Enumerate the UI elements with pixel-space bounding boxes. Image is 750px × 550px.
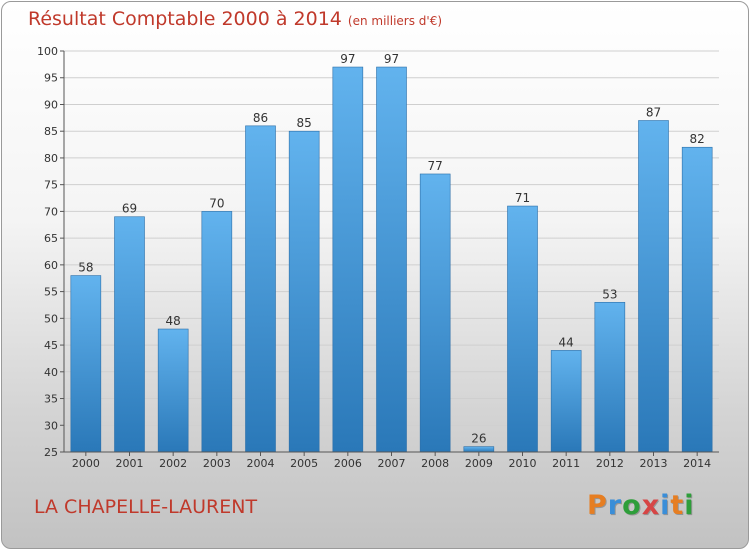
y-tick-label: 40	[44, 366, 58, 379]
location-name: LA CHAPELLE-LAURENT	[34, 496, 258, 518]
value-label: 77	[428, 159, 443, 173]
x-tick-label: 2007	[378, 457, 406, 470]
y-tick-label: 55	[44, 286, 58, 299]
y-tick-label: 95	[44, 72, 58, 85]
bar-2005	[288, 130, 320, 453]
bar-2004	[245, 125, 276, 453]
value-label: 85	[297, 116, 312, 130]
value-label: 53	[602, 287, 617, 301]
bar-2012	[594, 301, 626, 453]
value-label: 86	[253, 111, 268, 125]
bar-2006	[332, 66, 364, 453]
value-label: 97	[340, 52, 355, 66]
logo-letter: o	[622, 490, 642, 521]
bar-2010	[507, 205, 538, 453]
x-tick-label: 2011	[552, 457, 580, 470]
logo-letter: P	[587, 490, 608, 521]
x-tick-label: 2003	[203, 457, 231, 470]
x-tick-label: 2013	[640, 457, 668, 470]
logo-letter: i	[660, 490, 671, 521]
x-tick-label: 2014	[683, 457, 711, 470]
chart-title: Résultat Comptable 2000 à 2014 (en millie…	[28, 8, 442, 30]
y-tick-label: 50	[44, 312, 58, 325]
x-tick-label: 2006	[334, 457, 362, 470]
y-tick-label: 80	[44, 152, 58, 165]
value-label: 97	[384, 52, 399, 66]
x-tick-label: 2012	[596, 457, 624, 470]
value-label: 71	[515, 191, 530, 205]
value-label: 26	[471, 432, 486, 446]
bars	[70, 66, 713, 453]
x-tick-label: 2008	[421, 457, 449, 470]
y-tick-label: 35	[44, 393, 58, 406]
bar-2000	[70, 275, 102, 453]
logo-letter: r	[607, 490, 623, 521]
bar-2009	[463, 446, 495, 453]
proxiti-logo: Proxiti	[587, 490, 695, 521]
value-label: 58	[78, 261, 93, 275]
y-tick-label: 70	[44, 205, 58, 218]
bar-2003	[201, 211, 233, 453]
value-label: 44	[559, 335, 574, 349]
x-tick-label: 2010	[509, 457, 537, 470]
value-label: 87	[646, 106, 661, 120]
y-tick-label: 60	[44, 259, 58, 272]
x-tick-label: 2000	[72, 457, 100, 470]
value-label: 48	[166, 314, 181, 328]
data-labels: 58 69 48 70 86 85 97 97 77 26 71 44 53 87 82	[78, 52, 705, 446]
value-label: 69	[122, 202, 137, 216]
chart-unit-label: (en milliers d'€)	[347, 14, 443, 28]
x-tick-label: 2002	[159, 457, 187, 470]
y-tick-label: 45	[44, 339, 58, 352]
x-tick-label: 2009	[465, 457, 493, 470]
y-tick-label: 85	[44, 125, 58, 138]
x-tick-label: 2004	[247, 457, 275, 470]
chart-title-text: Résultat Comptable 2000 à 2014	[28, 8, 342, 30]
logo-letter: x	[641, 490, 661, 521]
value-label: 70	[209, 196, 224, 210]
bar-2008	[419, 173, 451, 453]
y-tick-label: 75	[44, 179, 58, 192]
y-tick-label: 25	[44, 446, 58, 459]
y-tick-label: 90	[44, 98, 58, 111]
axes: 25 30 35 40 45 50 55 60 65 70 75 80 85 90 95 100 2000 200…	[37, 45, 719, 470]
bar-2002	[157, 328, 189, 453]
bar-2007	[376, 66, 407, 453]
bar-2014	[681, 146, 713, 453]
y-tick-label: 30	[44, 419, 58, 432]
x-tick-label: 2005	[290, 457, 318, 470]
logo-letter: t	[670, 490, 685, 521]
value-label: 82	[690, 132, 705, 146]
y-tick-label: 65	[44, 232, 58, 245]
bar-2001	[114, 216, 145, 453]
logo-letter: i	[684, 490, 695, 521]
x-tick-label: 2001	[116, 457, 144, 470]
y-tick-label: 100	[37, 45, 58, 58]
bar-2011	[550, 350, 582, 453]
bar-2013	[638, 120, 669, 453]
